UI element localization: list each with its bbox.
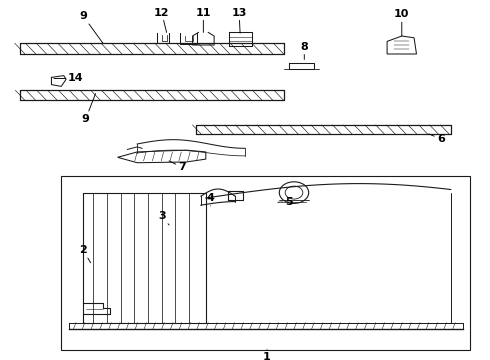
Text: 13: 13 xyxy=(231,8,247,33)
Text: 8: 8 xyxy=(300,42,308,59)
Text: 3: 3 xyxy=(158,211,169,225)
Text: 1: 1 xyxy=(263,349,271,360)
Text: 7: 7 xyxy=(169,161,186,172)
Text: 14: 14 xyxy=(54,73,84,84)
Text: 6: 6 xyxy=(429,134,445,144)
Text: 2: 2 xyxy=(79,245,91,263)
Bar xyxy=(61,176,470,350)
Text: 10: 10 xyxy=(394,9,410,36)
Text: 5: 5 xyxy=(278,197,293,207)
Text: 4: 4 xyxy=(207,193,215,206)
Text: 9: 9 xyxy=(82,94,96,124)
Text: 11: 11 xyxy=(196,8,211,32)
Text: 9: 9 xyxy=(79,11,103,43)
Text: 12: 12 xyxy=(154,8,170,32)
